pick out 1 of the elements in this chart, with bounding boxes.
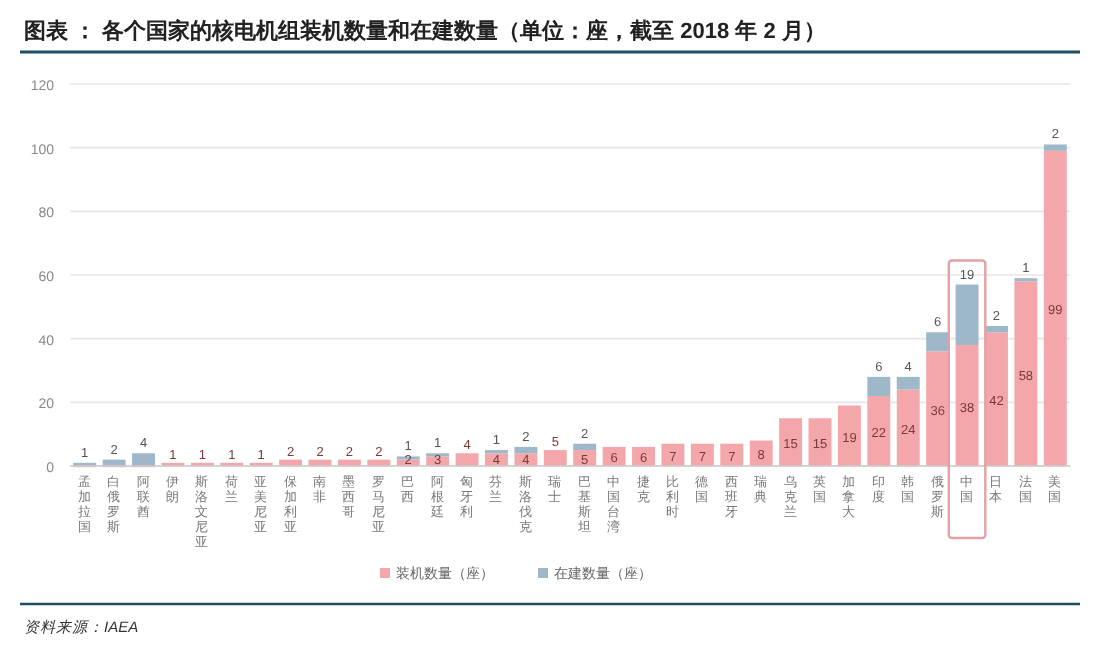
chart-title: 图表 ： 各个国家的核电机组装机数量和在建数量（单位：座，截至 2018 年 2 月） [24, 18, 826, 44]
